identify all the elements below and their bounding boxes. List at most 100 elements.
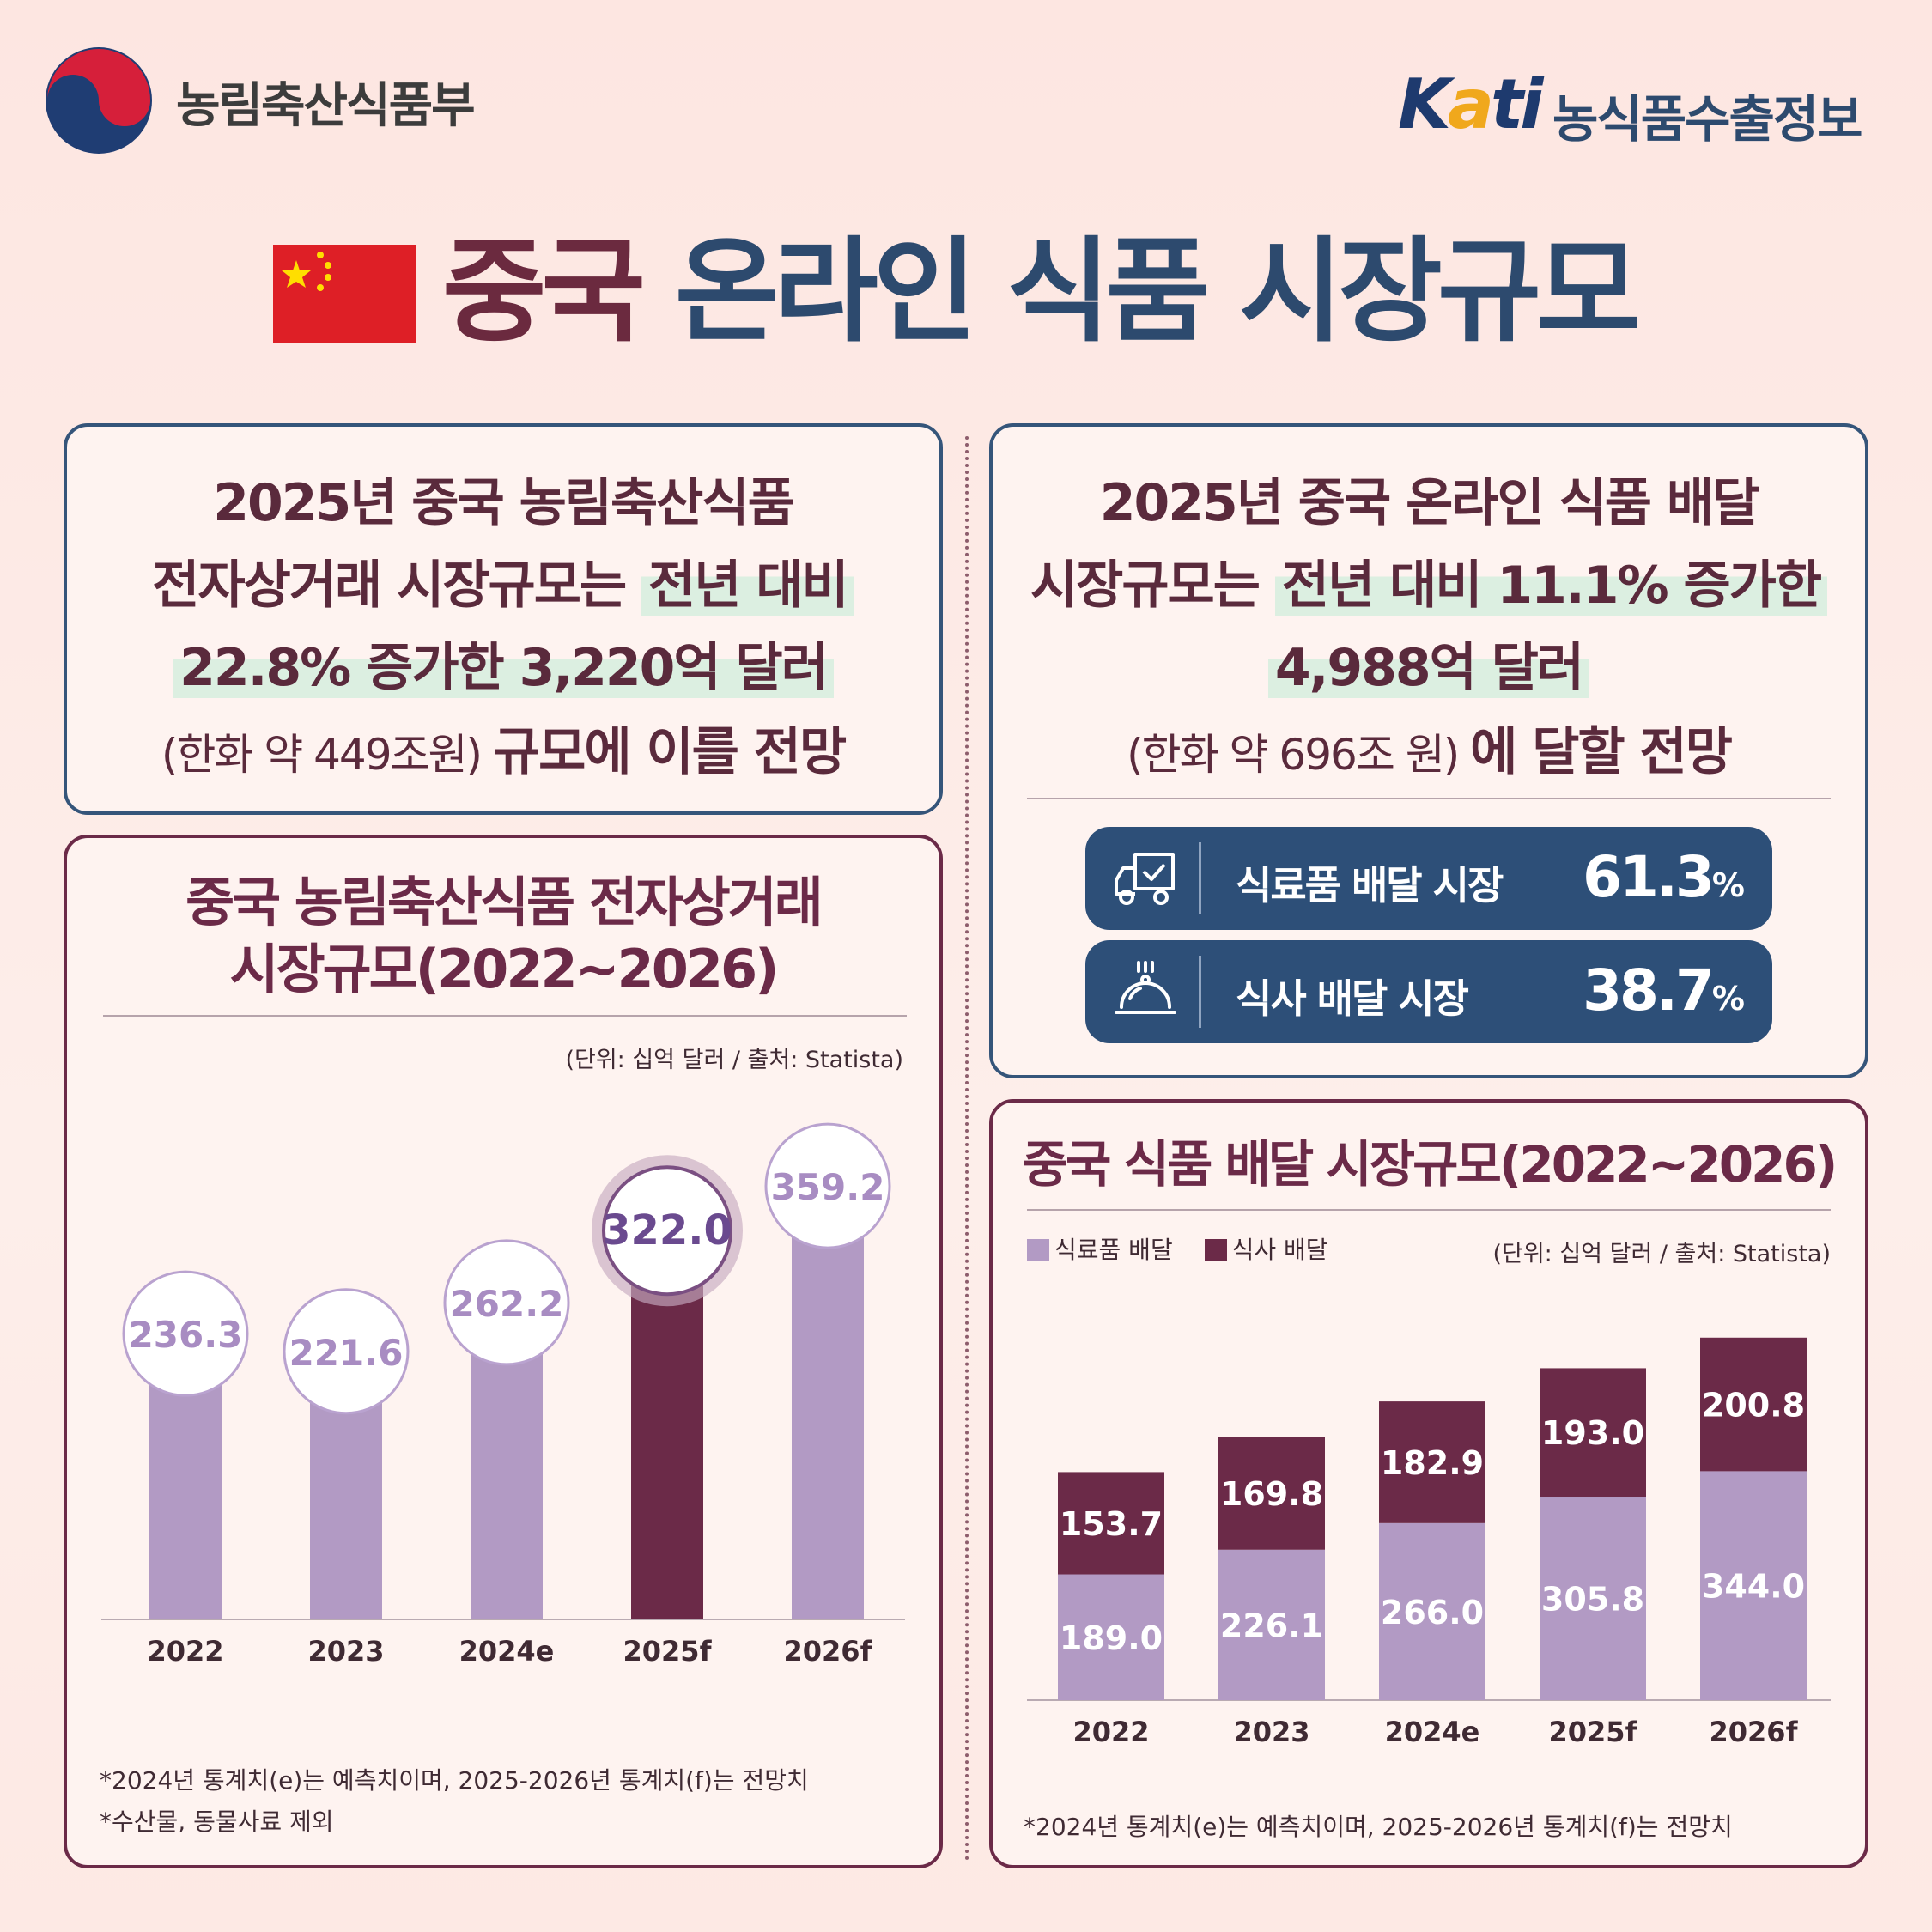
bar-meal — [1218, 1437, 1325, 1550]
right-summary-highlight-b: 4,988억 달러 — [1267, 638, 1590, 698]
value-bubble — [443, 1239, 570, 1366]
grocery-share-unit: % — [1711, 866, 1745, 904]
bar-grocery — [1058, 1574, 1164, 1700]
right-summary-line1: 2025년 중국 온라인 식품 배달 — [1099, 473, 1760, 533]
data-label: 322.0 — [602, 1206, 732, 1255]
title-country: 중국 — [442, 226, 646, 358]
tick-label: 2025f — [1549, 1716, 1638, 1748]
legend-swatch-meal — [1204, 1239, 1227, 1261]
meal-delivery-share: 식사 배달 시장 38.7% — [1085, 940, 1772, 1043]
summary-rule — [1027, 798, 1831, 799]
grocery-delivery-label: 식료품 배달 시장 — [1236, 862, 1504, 908]
grocery-delivery-value: 61.3% — [1583, 844, 1745, 910]
bar — [792, 1188, 864, 1619]
data-label-grocery: 189.0 — [1060, 1619, 1163, 1657]
delivery-chart-panel: 중국 식품 배달 시장규모(2022~2026) 식료품 배달 식사 배달 (단… — [989, 1099, 1868, 1868]
right-summary-panel: 2025년 중국 온라인 식품 배달 시장규모는 전년 대비 11.1% 증가한… — [989, 423, 1868, 1078]
chart-title-rule — [103, 1015, 907, 1017]
box-separator — [1199, 842, 1201, 914]
meal-share-number: 38.7 — [1583, 957, 1715, 1024]
right-summary-line3: 4,988억 달러 — [993, 626, 1865, 701]
title-topic: 온라인 식품 시장규모 — [674, 226, 1641, 358]
left-summary-highlight-b: 22.8% 증가한 3,220억 달러 — [173, 638, 834, 698]
ecommerce-chart-title-line1: 중국 농림축산식품 전자상거래 — [185, 871, 823, 933]
right-summary-krw: (한화 약 696조 원) — [1127, 730, 1471, 780]
ecommerce-chart-title-line2: 시장규모(2022~2026) — [229, 937, 780, 1000]
bar-grocery — [1700, 1471, 1807, 1700]
box-separator — [1199, 956, 1201, 1028]
bar-meal — [1379, 1401, 1485, 1523]
ecommerce-chart-title: 중국 농림축산식품 전자상거래 시장규모(2022~2026) — [67, 869, 939, 1002]
ecommerce-chart-unit: (단위: 십억 달러 / 출처: Statista) — [565, 1047, 903, 1073]
data-label-meal: 169.8 — [1220, 1475, 1323, 1513]
page-title: 중국 온라인 식품 시장규모 — [442, 229, 1641, 355]
left-summary-line4b: 규모에 이를 전망 — [492, 722, 847, 782]
data-label: 236.3 — [129, 1314, 243, 1356]
data-label-grocery: 266.0 — [1381, 1594, 1484, 1631]
legend-label-meal: 식사 배달 — [1231, 1236, 1328, 1264]
left-summary-line3: 22.8% 증가한 3,220억 달러 — [67, 626, 939, 701]
ecommerce-bar-chart: 236.3 2022 221.6 2023 262.2 2024e 322.0 2025f 35… — [101, 1122, 905, 1668]
bar-meal — [1700, 1337, 1807, 1472]
data-label-grocery: 344.0 — [1702, 1568, 1805, 1606]
tick-label: 2024e — [459, 1635, 555, 1668]
delivery-stacked-bar-chart: 189.0 153.7 2022 226.1 169.8 2023 266.0 182.9 20… — [1027, 1337, 1831, 1748]
right-summary-line2a: 시장규모는 — [1030, 556, 1275, 616]
grocery-delivery-share: 식료품 배달 시장 61.3% — [1085, 827, 1772, 930]
right-summary-line4: (한화 약 696조 원) 에 달할 전망 — [993, 710, 1865, 785]
bar-meal — [1058, 1472, 1164, 1575]
left-summary-line2: 전자상거래 시장규모는 전년 대비 — [67, 544, 939, 618]
data-label-meal: 193.0 — [1541, 1414, 1644, 1452]
tick-label: 2026f — [784, 1635, 873, 1668]
government-emblem-icon — [46, 47, 152, 154]
chart-title-rule — [1027, 1209, 1831, 1211]
ministry-name: 농림축산식품부 — [176, 78, 476, 134]
data-label-grocery: 305.8 — [1541, 1581, 1644, 1619]
tick-label: 2022 — [147, 1635, 223, 1668]
meal-delivery-value: 38.7% — [1583, 957, 1745, 1024]
left-summary-highlight-a: 전년 대비 — [641, 556, 854, 616]
tick-label: 2022 — [1072, 1716, 1149, 1748]
china-flag-icon — [273, 245, 416, 343]
cloche-icon — [1115, 961, 1176, 1014]
delivery-chart-title: 중국 식품 배달 시장규모(2022~2026) — [1022, 1135, 1838, 1194]
bar-grocery — [1379, 1522, 1485, 1700]
left-summary-krw: (한화 약 449조원) — [161, 730, 493, 780]
ecommerce-note-1: *2024년 통계치(e)는 예측치이며, 2025-2026년 통계치(f)는… — [100, 1766, 809, 1795]
data-label-grocery: 226.1 — [1220, 1607, 1323, 1644]
ecommerce-chart-panel: 중국 농림축산식품 전자상거래 시장규모(2022~2026) (단위: 십억 … — [64, 835, 943, 1868]
value-bubble — [602, 1165, 732, 1297]
tick-label: 2023 — [1233, 1716, 1309, 1748]
bar-meal — [1540, 1368, 1646, 1498]
tick-label: 2023 — [307, 1635, 384, 1668]
meal-delivery-label: 식사 배달 시장 — [1236, 975, 1469, 1022]
delivery-chart-legend: 식료품 배달 식사 배달 — [1027, 1231, 1328, 1266]
bar-grocery — [1218, 1549, 1325, 1700]
value-bubble — [122, 1270, 249, 1397]
left-summary-line2a: 전자상거래 시장규모는 — [152, 556, 642, 616]
grocery-share-number: 61.3 — [1583, 844, 1715, 910]
kati-logo: Kati — [1398, 64, 1544, 144]
right-summary-line4b: 에 달할 전망 — [1470, 722, 1733, 782]
tick-label: 2024e — [1385, 1716, 1480, 1748]
delivery-chart-unit: (단위: 십억 달러 / 출처: Statista) — [1492, 1241, 1831, 1267]
left-summary-line4: (한화 약 449조원) 규모에 이를 전망 — [67, 710, 939, 785]
data-label-meal: 153.7 — [1060, 1505, 1163, 1543]
tick-label: 2025f — [623, 1635, 713, 1668]
legend-swatch-grocery — [1027, 1239, 1049, 1261]
right-summary-line2: 시장규모는 전년 대비 11.1% 증가한 — [993, 544, 1865, 618]
bar-grocery — [1540, 1497, 1646, 1700]
kati-service-name: 농식품수출정보 — [1552, 90, 1863, 149]
value-bubble — [764, 1122, 891, 1249]
left-summary-panel: 2025년 중국 농림축산식품 전자상거래 시장규모는 전년 대비 22.8% … — [64, 423, 943, 815]
value-bubble — [283, 1288, 410, 1415]
tick-label: 2026f — [1710, 1716, 1799, 1748]
data-label: 221.6 — [289, 1332, 404, 1374]
legend-label-grocery: 식료품 배달 — [1054, 1236, 1173, 1264]
data-label-meal: 200.8 — [1702, 1387, 1805, 1425]
right-summary-highlight-a: 전년 대비 11.1% 증가한 — [1274, 556, 1828, 616]
meal-share-unit: % — [1711, 980, 1745, 1018]
dotted-divider — [965, 436, 969, 1862]
data-label-meal: 182.9 — [1381, 1444, 1484, 1482]
data-label: 359.2 — [771, 1166, 885, 1208]
